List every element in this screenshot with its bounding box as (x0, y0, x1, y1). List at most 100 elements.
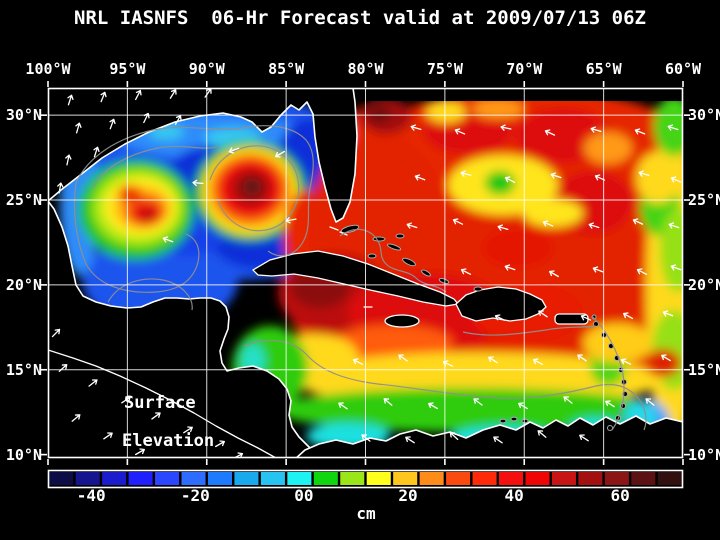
current-vector-icon (71, 414, 81, 422)
colorbar-cell (340, 472, 365, 485)
field-blob (660, 208, 683, 292)
lon-tick-label: 60°W (664, 60, 702, 78)
current-vector-icon (454, 128, 466, 135)
lon-tick-label: 65°W (585, 60, 622, 78)
lat-tick-label-left: 25°N (5, 191, 42, 210)
colorbar-cell (604, 472, 629, 485)
colorbar-cell (234, 472, 259, 485)
field-blob (523, 199, 583, 227)
current-vector-icon (410, 124, 422, 131)
bathymetry-contour (75, 125, 314, 257)
current-vector-icon (285, 217, 297, 224)
colorbar-cell (49, 472, 74, 485)
colorbar-tick-label: 20 (398, 486, 418, 505)
current-vector-icon (532, 358, 544, 365)
bahamas-islands (340, 224, 483, 292)
field-blob (583, 323, 653, 363)
current-vector-icon (504, 264, 516, 271)
current-vector-icon (494, 314, 506, 321)
current-vector-icon (538, 310, 548, 318)
current-vector-icon (592, 266, 604, 273)
colorbar-cell (578, 472, 603, 485)
current-vector-icon (174, 115, 182, 125)
field-blob (333, 325, 453, 361)
current-vector-icon (668, 222, 680, 229)
field-blob (483, 228, 553, 268)
lat-tick-label-left: 15°N (5, 360, 42, 379)
jamaica-island (384, 314, 420, 328)
current-vector-icon (151, 412, 161, 420)
bathymetry-contour (462, 325, 597, 336)
current-vector-icon (622, 312, 634, 320)
field-blob (584, 132, 632, 164)
current-vector-icon (549, 270, 559, 278)
current-vector-icon (65, 154, 72, 166)
current-vector-icon (383, 398, 393, 406)
field-blob (242, 178, 262, 196)
current-vector-icon (550, 172, 562, 179)
current-vector-icon (488, 356, 498, 364)
current-vector-icon (594, 174, 606, 181)
colorbar-tick-label: -20 (180, 486, 210, 505)
bathymetry-contour (591, 315, 625, 431)
current-vector-icon (442, 360, 454, 367)
current-vector-icon (620, 358, 632, 365)
lon-tick-label: 80°W (347, 60, 384, 78)
colorbar-border (47, 469, 684, 489)
bathymetry-contour (339, 228, 447, 293)
current-vector-icon (57, 182, 64, 194)
grid-layer (48, 88, 683, 458)
tick-layer (41, 81, 690, 465)
colorbar-cell (260, 472, 285, 485)
pacific-coastline (48, 349, 277, 458)
current-vector-icon (121, 396, 131, 404)
current-vector-icon (537, 430, 547, 438)
current-vector-icon (169, 89, 177, 99)
current-vector-icon (580, 314, 592, 321)
south-america-coastline (295, 415, 683, 458)
current-vector-icon (452, 218, 464, 225)
field-blob (367, 105, 391, 123)
field-blob (472, 99, 524, 119)
current-vector-icon (352, 358, 364, 365)
current-vector-icon (51, 328, 61, 338)
current-vector-icon (544, 129, 556, 136)
current-vector-icon (361, 434, 371, 442)
current-vector-icon (632, 218, 644, 225)
current-vector-icon (398, 354, 408, 362)
current-vector-icon (135, 89, 142, 101)
colorbar-tick-label: 60 (610, 486, 630, 505)
current-vector-icon (634, 128, 646, 135)
atlantic-north-mask (358, 88, 683, 101)
colorbar-cell (102, 472, 127, 485)
lat-tick-label-left: 10°N (5, 445, 42, 464)
lat-tick-label-right: 10°N (688, 445, 720, 464)
current-vector-icon (406, 222, 418, 229)
field-blob (118, 185, 142, 203)
lon-tick-label: 95°W (109, 60, 146, 78)
current-vector-icon (645, 398, 655, 406)
lon-tick-label: 85°W (268, 60, 305, 78)
colorbar-cell (472, 472, 497, 485)
mexico-central-america-land (48, 201, 320, 458)
current-vector-icon (662, 310, 674, 317)
current-vector-icon (103, 432, 113, 440)
field-blob (141, 210, 155, 220)
current-vector-icon (228, 147, 240, 154)
current-vector-icon (500, 124, 512, 131)
map-frame (47, 87, 684, 459)
colorbar-cell (419, 472, 444, 485)
colorbar-cell (313, 472, 338, 485)
current-vector-icon (590, 126, 602, 133)
current-vector-icon (579, 434, 589, 442)
lat-tick-label-right: 15°N (688, 360, 720, 379)
mexico-caribbean-coastline (48, 200, 321, 458)
bathymetry-contour (243, 339, 647, 431)
bathymetry-contour (73, 182, 200, 293)
colorbar-cell (181, 472, 206, 485)
colorbar-cell (366, 472, 391, 485)
colorbar-tick-label: 00 (294, 486, 314, 505)
current-vector-icon (215, 440, 225, 448)
